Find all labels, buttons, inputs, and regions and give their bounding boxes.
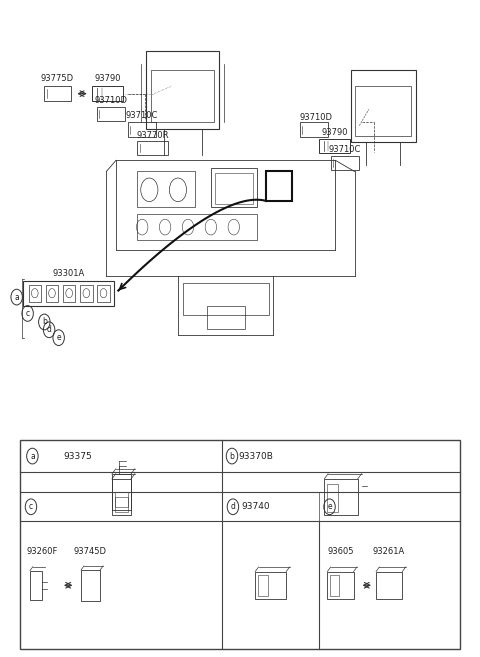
- Text: c: c: [29, 502, 33, 511]
- Text: 93770R: 93770R: [137, 131, 169, 140]
- Text: d: d: [230, 502, 235, 511]
- Text: 93710D: 93710D: [300, 114, 333, 122]
- Text: 93605: 93605: [327, 547, 354, 556]
- Text: c: c: [25, 309, 30, 318]
- Text: 93710D: 93710D: [95, 96, 128, 104]
- Text: 93775D: 93775D: [41, 74, 74, 83]
- Text: 93710C: 93710C: [329, 145, 361, 154]
- Text: a: a: [14, 292, 19, 302]
- Text: a: a: [30, 451, 35, 461]
- Text: 93740: 93740: [241, 502, 270, 511]
- Text: d: d: [47, 325, 51, 334]
- Text: 93790: 93790: [94, 74, 120, 83]
- Text: 93745D: 93745D: [73, 547, 106, 556]
- Text: b: b: [229, 451, 234, 461]
- Text: b: b: [42, 317, 47, 327]
- Text: 93260F: 93260F: [26, 547, 58, 556]
- Text: 93301A: 93301A: [52, 269, 84, 278]
- Text: 93790: 93790: [321, 128, 348, 137]
- Text: 93261A: 93261A: [372, 547, 404, 556]
- Text: e: e: [327, 502, 332, 511]
- Text: 93375: 93375: [63, 451, 92, 461]
- Text: e: e: [56, 333, 61, 342]
- Text: 93710C: 93710C: [126, 112, 158, 120]
- Text: 93370B: 93370B: [239, 451, 273, 461]
